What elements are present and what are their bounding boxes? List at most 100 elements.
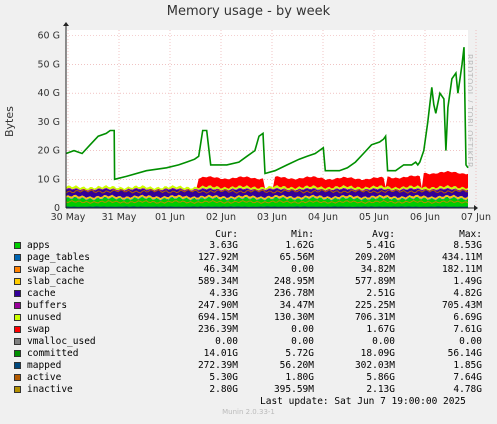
legend-value-min: 34.47M — [279, 300, 314, 311]
line-mapped — [66, 206, 469, 208]
x-tick-label: 05 Jun — [359, 212, 389, 223]
legend-value-min: 1.62G — [285, 240, 314, 251]
legend-value-cur: 247.90M — [197, 300, 238, 311]
area-page_tables — [66, 196, 468, 201]
legend-value-avg: 302.03M — [354, 360, 395, 371]
legend-value-cur: 5.30G — [209, 372, 238, 383]
legend-value-cur: 236.39M — [197, 324, 238, 335]
legend-series-name: swap — [27, 324, 50, 335]
legend-swatch — [14, 350, 21, 357]
legend-series-name: inactive — [27, 384, 73, 395]
legend-value-min: 395.59M — [273, 384, 314, 395]
legend-value-max: 0.00 — [459, 336, 482, 347]
x-tick-label: 31 May — [102, 212, 137, 223]
x-tick-label: 06 Jun — [410, 212, 440, 223]
legend-value-avg: 1.67G — [366, 324, 395, 335]
legend-value-cur: 0.00 — [215, 336, 238, 347]
legend-value-cur: 272.39M — [197, 360, 238, 371]
legend-swatch — [14, 266, 21, 273]
legend-header: Min: — [291, 229, 314, 240]
legend-value-max: 7.64G — [453, 372, 482, 383]
legend-series-name: apps — [27, 240, 50, 251]
legend-value-avg: 34.82M — [360, 264, 395, 275]
legend-value-min: 5.72G — [285, 348, 314, 359]
area-swap_cache — [66, 196, 468, 201]
legend-value-avg: 2.13G — [366, 384, 395, 395]
legend-value-max: 1.85G — [453, 360, 482, 371]
y-tick-label: 30 G — [38, 117, 60, 128]
legend-row-inactive: inactive 2.80G 395.59M 2.13G 4.78G — [14, 384, 494, 396]
legend-row-mapped: mapped 272.39M 56.20M 302.03M 1.85G — [14, 360, 494, 372]
legend-swatch — [14, 326, 21, 333]
legend-value-avg: 5.86G — [366, 372, 395, 383]
memory-chart: 0 10 G 20 G 30 G 40 G 50 G 60 G 30 May 31 May 01 … — [38, 22, 491, 223]
legend-row-active: active 5.30G 1.80G 5.86G 7.64G — [14, 372, 494, 384]
legend-swatch — [14, 338, 21, 345]
legend-swatch — [14, 290, 21, 297]
y-axis-arrow — [63, 22, 69, 26]
line-committed — [65, 47, 469, 181]
y-tick-label: 20 G — [38, 146, 60, 157]
legend-value-min: 56.20M — [279, 360, 314, 371]
legend-swatch — [14, 314, 21, 321]
legend-row-slab_cache: slab_cache 589.34M 248.95M 577.89M 1.49G — [14, 276, 494, 288]
line-active — [65, 188, 468, 194]
area-swap — [66, 170, 468, 189]
legend-value-cur: 46.34M — [203, 264, 238, 275]
legend-value-cur: 14.01G — [203, 348, 238, 359]
legend-series-name: vmalloc_used — [27, 336, 96, 347]
y-tick-label: 0 — [54, 203, 60, 214]
legend-value-avg: 18.09G — [360, 348, 395, 359]
legend-row-committed: committed 14.01G 5.72G 18.09G 56.14G — [14, 348, 494, 360]
legend-series-name: slab_cache — [27, 276, 85, 287]
legend-value-min: 0.00 — [291, 264, 314, 275]
chart-title: Memory usage - by week — [166, 4, 331, 19]
y-tick-label: 10 G — [38, 174, 60, 185]
legend-value-max: 182.11M — [441, 264, 482, 275]
legend-row-buffers: buffers 247.90M 34.47M 225.25M 705.43M — [14, 300, 494, 312]
area-slab_cache — [66, 194, 468, 200]
legend-value-min: 1.80G — [285, 372, 314, 383]
x-axis-arrow — [474, 205, 478, 211]
legend-value-max: 705.43M — [441, 300, 482, 311]
legend-value-max: 56.14G — [447, 348, 482, 359]
x-tick-label: 07 Jun — [461, 212, 491, 223]
legend-value-cur: 127.92M — [197, 252, 238, 263]
legend-value-max: 434.11M — [441, 252, 482, 263]
legend-value-cur: 4.33G — [209, 288, 238, 299]
legend-value-max: 4.78G — [453, 384, 482, 395]
y-tick-label: 60 G — [38, 31, 60, 42]
munin-version: Munin 2.0.33-1 — [222, 408, 275, 416]
legend-series-name: page_tables — [27, 252, 90, 263]
legend-row-page_tables: page_tables 127.92M 65.56M 209.20M 434.11M — [14, 252, 494, 264]
legend-series-name: cache — [27, 288, 56, 299]
legend-value-cur: 694.15M — [197, 312, 238, 323]
y-tick-label: 50 G — [38, 59, 60, 70]
legend-row-swap_cache: swap_cache 46.34M 0.00 34.82M 182.11M — [14, 264, 494, 276]
legend-swatch — [14, 242, 21, 249]
legend-value-avg: 5.41G — [366, 240, 395, 251]
legend-swatch — [14, 386, 21, 393]
x-tick-label: 04 Jun — [308, 212, 338, 223]
legend-value-avg: 577.89M — [354, 276, 395, 287]
legend-value-max: 1.49G — [453, 276, 482, 287]
legend-series-name: mapped — [27, 360, 62, 371]
legend-header: Avg: — [372, 229, 395, 240]
legend-value-min: 236.78M — [273, 288, 314, 299]
legend-value-cur: 3.63G — [209, 240, 238, 251]
x-tick-label: 01 Jun — [155, 212, 185, 223]
legend-swatch — [14, 374, 21, 381]
legend-swatch — [14, 278, 21, 285]
legend-value-cur: 589.34M — [197, 276, 238, 287]
legend-value-min: 0.00 — [291, 336, 314, 347]
legend-row-vmalloc_used: vmalloc_used 0.00 0.00 0.00 0.00 — [14, 336, 494, 348]
line-inactive — [65, 200, 469, 204]
legend-series-name: buffers — [27, 300, 68, 311]
area-buffers — [66, 187, 468, 192]
legend-series-name: swap_cache — [27, 264, 85, 275]
legend-series-name: active — [27, 372, 62, 383]
last-update: Last update: Sat Jun 7 19:00:00 2025 — [260, 396, 466, 407]
legend-header: Cur: — [215, 229, 238, 240]
legend-value-min: 0.00 — [291, 324, 314, 335]
legend-value-min: 130.30M — [273, 312, 314, 323]
